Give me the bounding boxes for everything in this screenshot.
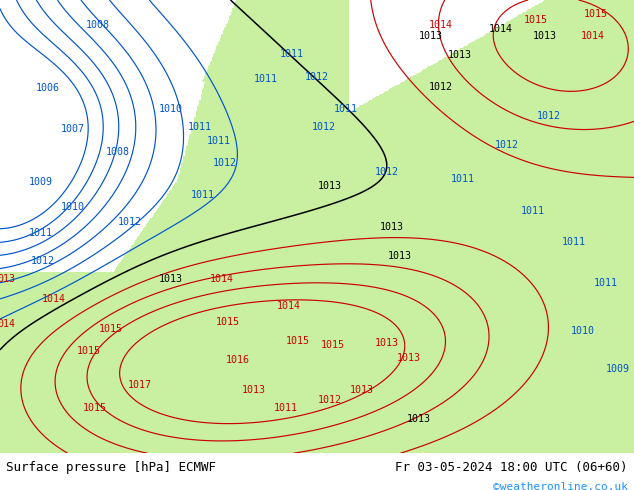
Text: 1008: 1008 bbox=[86, 20, 110, 30]
Text: 1010: 1010 bbox=[61, 202, 85, 212]
Text: 1014: 1014 bbox=[276, 301, 301, 311]
Text: 1011: 1011 bbox=[254, 74, 278, 84]
Text: 1011: 1011 bbox=[29, 228, 53, 239]
Text: 1013: 1013 bbox=[318, 181, 342, 191]
Text: 1015: 1015 bbox=[216, 317, 240, 327]
Text: 1011: 1011 bbox=[207, 136, 231, 146]
Text: 1015: 1015 bbox=[99, 323, 123, 334]
Text: 1006: 1006 bbox=[36, 83, 60, 94]
Text: 1015: 1015 bbox=[524, 15, 548, 25]
Text: 1015: 1015 bbox=[77, 346, 101, 356]
Text: 1013: 1013 bbox=[380, 221, 404, 232]
Text: 1013: 1013 bbox=[448, 50, 472, 60]
Text: 1013: 1013 bbox=[375, 338, 399, 348]
Text: 1013: 1013 bbox=[349, 385, 373, 395]
Text: Surface pressure [hPa] ECMWF: Surface pressure [hPa] ECMWF bbox=[6, 462, 216, 474]
Text: 1011: 1011 bbox=[188, 122, 212, 132]
Text: 1008: 1008 bbox=[105, 147, 129, 157]
Text: 1010: 1010 bbox=[571, 326, 595, 336]
Text: 1011: 1011 bbox=[593, 278, 618, 288]
Text: 1014: 1014 bbox=[581, 31, 605, 41]
Text: 1012: 1012 bbox=[536, 111, 560, 121]
Text: 1011: 1011 bbox=[273, 403, 297, 413]
Text: 1012: 1012 bbox=[318, 395, 342, 405]
Text: 1015: 1015 bbox=[83, 403, 107, 413]
Text: 014: 014 bbox=[0, 319, 15, 329]
Text: 1011: 1011 bbox=[333, 104, 358, 114]
Text: 1011: 1011 bbox=[521, 206, 545, 216]
Text: 1014: 1014 bbox=[210, 274, 234, 284]
Text: 1012: 1012 bbox=[311, 122, 335, 132]
Text: 1013: 1013 bbox=[242, 385, 266, 395]
Text: 1012: 1012 bbox=[305, 72, 329, 82]
Text: 1012: 1012 bbox=[495, 140, 519, 150]
Text: 1013: 1013 bbox=[159, 274, 183, 284]
Text: 1012: 1012 bbox=[213, 158, 237, 168]
Text: 013: 013 bbox=[0, 274, 15, 284]
Text: 1009: 1009 bbox=[29, 177, 53, 187]
Text: 1017: 1017 bbox=[127, 380, 152, 390]
Text: 1011: 1011 bbox=[280, 49, 304, 59]
Text: 1013: 1013 bbox=[397, 353, 421, 363]
Text: ©weatheronline.co.uk: ©weatheronline.co.uk bbox=[493, 482, 628, 490]
Text: 1015: 1015 bbox=[286, 336, 310, 346]
Text: 1016: 1016 bbox=[226, 355, 250, 366]
Text: 1014: 1014 bbox=[42, 294, 66, 304]
Text: 1014: 1014 bbox=[429, 20, 453, 30]
Text: 1012: 1012 bbox=[118, 217, 142, 227]
Text: 1011: 1011 bbox=[562, 238, 586, 247]
Text: 1013: 1013 bbox=[533, 31, 557, 41]
Text: 1009: 1009 bbox=[606, 365, 630, 374]
Text: 1011: 1011 bbox=[191, 190, 215, 200]
Text: 1012: 1012 bbox=[375, 167, 399, 177]
Text: 1014: 1014 bbox=[489, 24, 513, 34]
Text: 1010: 1010 bbox=[159, 104, 183, 114]
Text: 1013: 1013 bbox=[406, 414, 430, 424]
Text: 1012: 1012 bbox=[429, 82, 453, 92]
Text: 1013: 1013 bbox=[387, 251, 411, 261]
Text: Fr 03-05-2024 18:00 UTC (06+60): Fr 03-05-2024 18:00 UTC (06+60) bbox=[395, 462, 628, 474]
Text: 1011: 1011 bbox=[451, 174, 475, 184]
Text: 1007: 1007 bbox=[61, 124, 85, 134]
Text: 1013: 1013 bbox=[419, 31, 443, 41]
Text: 1015: 1015 bbox=[584, 9, 608, 19]
Text: 1015: 1015 bbox=[321, 341, 345, 350]
Text: 1012: 1012 bbox=[31, 256, 55, 266]
